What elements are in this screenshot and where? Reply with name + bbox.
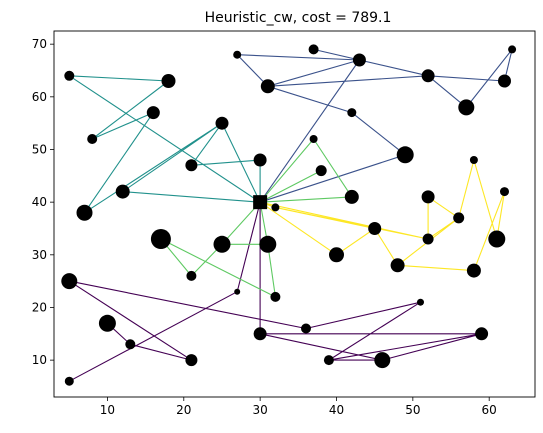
x-tick-label: 50 [405,403,420,417]
route-line-4 [68,75,261,214]
customer-node-5 [215,116,229,130]
customer-node-16 [498,74,511,88]
route-line-1 [68,202,483,361]
route-line-3 [236,48,513,203]
route-lines [68,48,513,382]
customer-node-8 [115,184,130,199]
customer-node-39 [61,273,78,290]
customer-node-23 [271,203,280,212]
customer-node-11 [308,44,319,55]
customer-node-44 [64,376,74,386]
customer-node-9 [76,204,93,221]
customer-node-35 [213,235,231,253]
customer-node-20 [309,135,318,143]
customer-node-18 [347,108,357,118]
customer-node-13 [260,79,275,94]
customer-node-42 [125,339,136,350]
y-axis-ticks: 10 20 30 40 50 60 70 [32,37,54,367]
customer-node-21 [315,165,327,177]
customer-node-22 [344,189,359,204]
customer-node-48 [323,355,334,366]
customer-node-46 [301,323,311,334]
customer-node-26 [500,187,509,197]
customer-node-17 [458,99,475,116]
customer-node-3 [87,134,98,144]
customer-node-14 [421,69,435,83]
customer-node-2 [161,74,176,88]
customer-node-25 [469,156,478,164]
customer-node-27 [453,212,465,224]
customer-node-40 [234,288,241,295]
customer-node-31 [390,258,405,273]
customer-node-32 [488,230,506,248]
customer-node-38 [270,291,281,302]
customer-node-50 [475,327,489,341]
customer-node-30 [329,247,344,263]
customer-node-34 [150,229,171,249]
y-tick-label: 70 [32,37,47,51]
customer-node-36 [259,235,277,253]
customer-node-15 [508,45,517,54]
customer-node-41 [98,314,116,332]
depot-marker [253,195,268,210]
x-axis-ticks: 10 20 30 40 50 60 [100,397,497,417]
x-tick-label: 20 [176,403,191,417]
customer-node-24 [421,190,435,204]
customer-node-29 [368,222,382,235]
customer-node-28 [422,233,434,245]
customer-node-19 [396,146,414,164]
y-tick-label: 30 [32,248,47,262]
depot-marker-group [253,195,268,210]
customer-node-6 [185,159,198,172]
y-tick-label: 40 [32,195,47,209]
route-line-6 [259,159,506,272]
x-tick-label: 60 [482,403,497,417]
customer-node-45 [253,327,267,341]
y-tick-label: 10 [32,353,47,367]
customer-nodes [61,44,517,386]
customer-node-12 [352,53,366,67]
customer-node-43 [185,354,198,367]
chart-title: Heuristic_cw, cost = 789.1 [205,10,392,26]
customer-node-1 [64,70,75,81]
y-tick-label: 60 [32,90,47,104]
x-tick-label: 40 [329,403,344,417]
x-tick-label: 30 [253,403,268,417]
route-line-2 [68,202,261,382]
y-tick-label: 20 [32,300,47,314]
customer-node-10 [233,50,242,59]
customer-node-7 [253,153,267,167]
customer-node-33 [466,263,481,278]
customer-node-49 [374,352,391,369]
customer-node-37 [186,270,197,281]
plot-frame [53,30,536,398]
y-tick-label: 50 [32,142,47,156]
customer-node-47 [417,298,424,306]
customer-node-4 [146,106,160,120]
x-tick-label: 10 [100,403,115,417]
